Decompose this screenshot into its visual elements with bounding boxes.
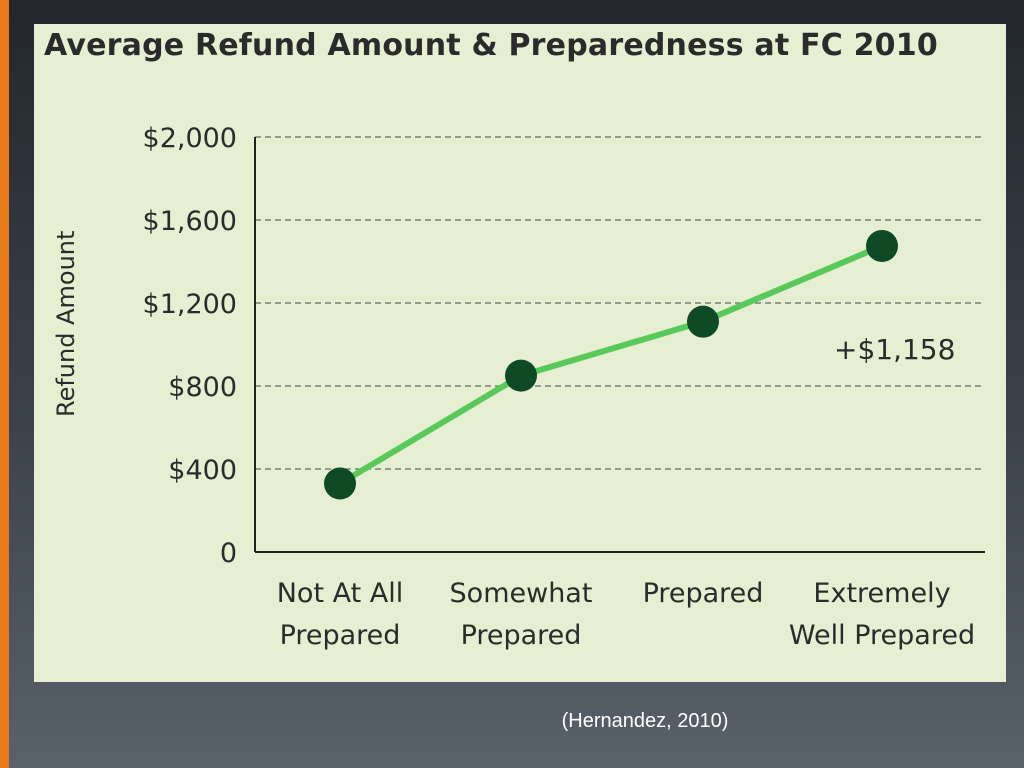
y-tick-label: $2,000 — [143, 123, 237, 154]
x-tick-label: Prepared — [643, 578, 764, 609]
y-tick-label: $1,200 — [143, 289, 237, 320]
data-point — [866, 229, 898, 262]
data-point — [505, 359, 537, 392]
y-tick-label: 0 — [220, 538, 237, 569]
x-tick-label: Somewhat — [450, 578, 593, 609]
annotation-label: +$1,158 — [834, 333, 955, 366]
y-tick-label: $800 — [168, 372, 237, 403]
x-tick-label: Well Prepared — [789, 620, 975, 651]
chart-title: Average Refund Amount & Preparedness at … — [44, 28, 938, 63]
x-tick-label: Not At All — [277, 578, 404, 609]
chart-panel — [34, 24, 1006, 682]
y-tick-label: $1,600 — [143, 206, 237, 237]
x-tick-label: Prepared — [461, 620, 582, 651]
accent-bar — [0, 0, 9, 768]
citation: (Hernandez, 2010) — [561, 710, 729, 732]
y-tick-label: $400 — [168, 455, 237, 486]
data-point — [687, 305, 719, 338]
series-line — [338, 243, 884, 487]
data-point — [324, 467, 356, 500]
x-tick-label: Extremely — [813, 578, 950, 609]
x-tick-label: Prepared — [280, 620, 401, 651]
